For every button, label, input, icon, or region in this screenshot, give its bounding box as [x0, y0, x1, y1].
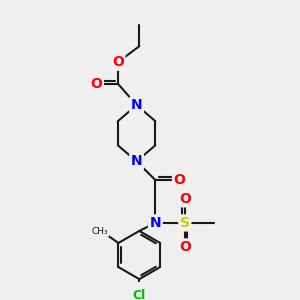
Text: N: N — [149, 216, 161, 230]
Text: N: N — [131, 154, 142, 168]
Text: O: O — [91, 77, 102, 91]
Text: O: O — [112, 55, 124, 69]
Text: O: O — [173, 173, 185, 187]
Text: Cl: Cl — [133, 289, 146, 300]
Text: O: O — [179, 192, 191, 206]
Text: CH₃: CH₃ — [92, 227, 109, 236]
Text: N: N — [131, 98, 142, 112]
Text: O: O — [179, 240, 191, 254]
Text: S: S — [180, 216, 190, 230]
